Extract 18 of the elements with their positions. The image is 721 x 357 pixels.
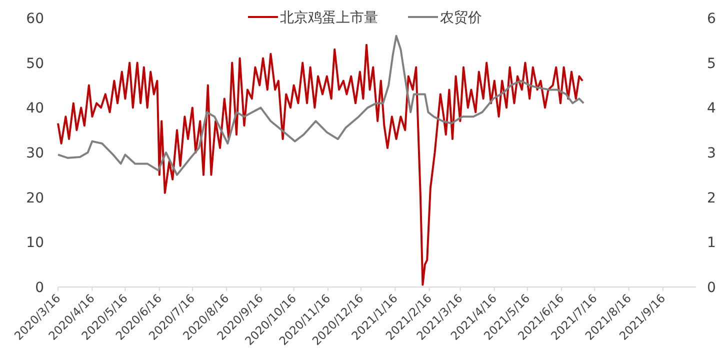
- y-tick-label: 20: [26, 190, 44, 206]
- y2-tick-label: 3: [707, 146, 716, 162]
- y-tick-label: 50: [26, 56, 44, 72]
- line-series: [57, 44, 584, 286]
- y-tick-label: 10: [26, 235, 44, 252]
- y-tick-label: 40: [26, 100, 44, 117]
- y2-tick-label: 5: [707, 56, 716, 72]
- y2-tick-label: 1: [707, 235, 716, 252]
- y-tick-label: 30: [26, 146, 44, 162]
- legend-label: 北京鸡蛋上市量: [280, 10, 378, 26]
- y2-tick-label: 6: [707, 11, 716, 27]
- y2-tick-label: 0: [707, 280, 716, 296]
- line-series: [57, 34, 585, 176]
- legend-label: 农贸价: [440, 10, 482, 26]
- y-tick-label: 0: [35, 280, 44, 296]
- y-tick-label: 60: [26, 11, 44, 27]
- y2-tick-label: 2: [707, 190, 716, 206]
- y2-tick-label: 4: [707, 100, 716, 117]
